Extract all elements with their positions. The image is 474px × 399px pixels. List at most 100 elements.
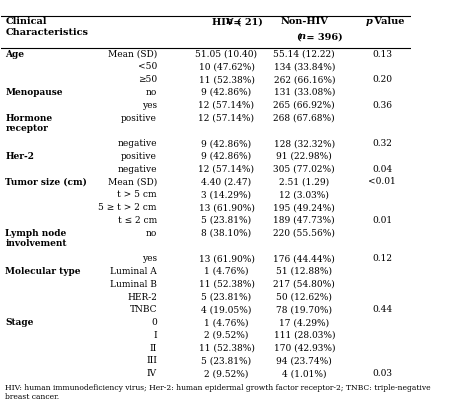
Text: 4.40 (2.47): 4.40 (2.47): [201, 178, 252, 186]
Text: 0.04: 0.04: [372, 165, 392, 174]
Text: Her-2: Her-2: [6, 152, 35, 161]
Text: 0.12: 0.12: [372, 254, 392, 263]
Text: 5 (23.81%): 5 (23.81%): [201, 356, 252, 365]
Text: 131 (33.08%): 131 (33.08%): [273, 88, 335, 97]
Text: 0.03: 0.03: [372, 369, 392, 378]
Text: 9 (42.86%): 9 (42.86%): [201, 152, 252, 161]
Text: positive: positive: [121, 152, 157, 161]
Text: positive: positive: [121, 114, 157, 122]
Text: III: III: [146, 356, 157, 365]
Text: yes: yes: [142, 101, 157, 110]
Text: 4 (19.05%): 4 (19.05%): [201, 305, 252, 314]
Text: IV: IV: [147, 369, 157, 378]
Text: Molecular type: Molecular type: [6, 267, 81, 276]
Text: 265 (66.92%): 265 (66.92%): [273, 101, 335, 110]
Text: 55.14 (12.22): 55.14 (12.22): [273, 50, 335, 59]
Text: 5 (23.81%): 5 (23.81%): [201, 216, 252, 225]
Text: 268 (67.68%): 268 (67.68%): [273, 114, 335, 122]
Text: Lymph node
involvement: Lymph node involvement: [6, 229, 67, 248]
Text: 2.51 (1.29): 2.51 (1.29): [279, 178, 329, 186]
Text: 176 (44.44%): 176 (44.44%): [273, 254, 335, 263]
Text: p: p: [365, 18, 373, 26]
Text: 217 (54.80%): 217 (54.80%): [273, 280, 335, 289]
Text: 262 (66.16%): 262 (66.16%): [273, 75, 335, 84]
Text: 111 (28.03%): 111 (28.03%): [273, 331, 335, 340]
Text: Mean (SD): Mean (SD): [108, 50, 157, 59]
Text: 0.32: 0.32: [372, 139, 392, 148]
Text: 13 (61.90%): 13 (61.90%): [199, 203, 255, 212]
Text: HIV: human immunodeficiency virus; Her-2: human epidermal growth factor receptor: HIV: human immunodeficiency virus; Her-2…: [6, 384, 431, 399]
Text: Non-HIV: Non-HIV: [280, 18, 328, 26]
Text: 11 (52.38%): 11 (52.38%): [199, 280, 255, 289]
Text: Mean (SD): Mean (SD): [108, 178, 157, 186]
Text: n: n: [299, 32, 306, 41]
Text: <50: <50: [137, 63, 157, 71]
Text: Luminal B: Luminal B: [110, 280, 157, 289]
Text: 78 (19.70%): 78 (19.70%): [276, 305, 332, 314]
Text: negative: negative: [118, 165, 157, 174]
Text: t ≤ 2 cm: t ≤ 2 cm: [118, 216, 157, 225]
Text: negative: negative: [118, 139, 157, 148]
Text: I: I: [153, 331, 157, 340]
Text: <0.01: <0.01: [368, 178, 396, 186]
Text: 50 (12.62%): 50 (12.62%): [276, 292, 332, 302]
Text: 1 (4.76%): 1 (4.76%): [204, 318, 249, 327]
Text: no: no: [146, 229, 157, 238]
Text: yes: yes: [142, 254, 157, 263]
Text: 94 (23.74%): 94 (23.74%): [276, 356, 332, 365]
Text: 0.44: 0.44: [372, 305, 392, 314]
Text: 13 (61.90%): 13 (61.90%): [199, 254, 255, 263]
Text: 12 (57.14%): 12 (57.14%): [199, 114, 255, 122]
Text: 12 (3.03%): 12 (3.03%): [279, 190, 329, 199]
Text: t > 5 cm: t > 5 cm: [117, 190, 157, 199]
Text: 51.05 (10.40): 51.05 (10.40): [195, 50, 257, 59]
Text: HIV (: HIV (: [212, 18, 242, 26]
Text: 12 (57.14%): 12 (57.14%): [199, 165, 255, 174]
Text: Menopause: Menopause: [6, 88, 63, 97]
Text: 11 (52.38%): 11 (52.38%): [199, 75, 255, 84]
Text: 11 (52.38%): 11 (52.38%): [199, 344, 255, 353]
Text: II: II: [150, 344, 157, 353]
Text: n: n: [225, 18, 232, 26]
Text: Stage: Stage: [6, 318, 34, 327]
Text: 4 (1.01%): 4 (1.01%): [282, 369, 327, 378]
Text: 12 (57.14%): 12 (57.14%): [199, 101, 255, 110]
Text: 3 (14.29%): 3 (14.29%): [201, 190, 252, 199]
Text: HER-2: HER-2: [127, 292, 157, 302]
Text: 8 (38.10%): 8 (38.10%): [201, 229, 252, 238]
Text: Age: Age: [6, 50, 25, 59]
Text: 0.36: 0.36: [372, 101, 392, 110]
Text: 5 ≥ t > 2 cm: 5 ≥ t > 2 cm: [99, 203, 157, 212]
Text: no: no: [146, 88, 157, 97]
Text: 0.01: 0.01: [372, 216, 392, 225]
Text: Tumor size (cm): Tumor size (cm): [6, 178, 87, 186]
Text: 5 (23.81%): 5 (23.81%): [201, 292, 252, 302]
Text: 51 (12.88%): 51 (12.88%): [276, 267, 332, 276]
Text: Clinical
Characteristics: Clinical Characteristics: [6, 18, 89, 37]
Text: 9 (42.86%): 9 (42.86%): [201, 139, 252, 148]
Text: 2 (9.52%): 2 (9.52%): [204, 369, 249, 378]
Text: 91 (22.98%): 91 (22.98%): [276, 152, 332, 161]
Text: 17 (4.29%): 17 (4.29%): [279, 318, 329, 327]
Text: 0: 0: [151, 318, 157, 327]
Text: Value: Value: [371, 18, 404, 26]
Text: 170 (42.93%): 170 (42.93%): [273, 344, 335, 353]
Text: 10 (47.62%): 10 (47.62%): [199, 63, 255, 71]
Text: = 396): = 396): [302, 32, 342, 41]
Text: 1 (4.76%): 1 (4.76%): [204, 267, 249, 276]
Text: 220 (55.56%): 220 (55.56%): [273, 229, 335, 238]
Text: 0.20: 0.20: [372, 75, 392, 84]
Text: 2 (9.52%): 2 (9.52%): [204, 331, 249, 340]
Text: 0.13: 0.13: [372, 50, 392, 59]
Text: 134 (33.84%): 134 (33.84%): [273, 63, 335, 71]
Text: ≥50: ≥50: [138, 75, 157, 84]
Text: Luminal A: Luminal A: [110, 267, 157, 276]
Text: 128 (32.32%): 128 (32.32%): [273, 139, 335, 148]
Text: TNBC: TNBC: [129, 305, 157, 314]
Text: 305 (77.02%): 305 (77.02%): [273, 165, 335, 174]
Text: = 21): = 21): [230, 18, 263, 26]
Text: (: (: [296, 32, 301, 41]
Text: 9 (42.86%): 9 (42.86%): [201, 88, 252, 97]
Text: Hormone
receptor: Hormone receptor: [6, 114, 53, 133]
Text: 189 (47.73%): 189 (47.73%): [273, 216, 335, 225]
